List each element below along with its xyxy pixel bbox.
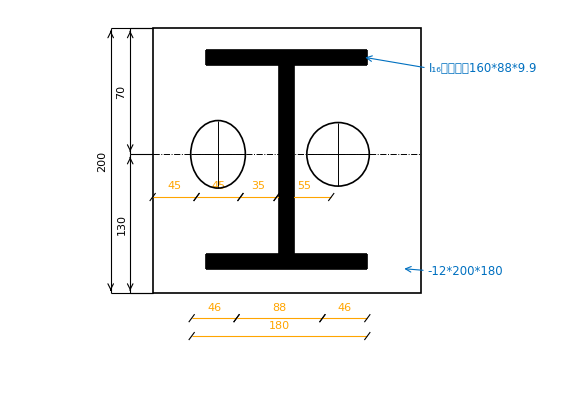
Text: 46: 46 — [338, 302, 352, 312]
Text: 180: 180 — [269, 320, 290, 330]
Text: -12*200*180: -12*200*180 — [428, 264, 504, 277]
Text: 88: 88 — [272, 302, 287, 312]
Text: 200: 200 — [97, 151, 107, 172]
Text: I₁₆工字钓为160*88*9.9: I₁₆工字钓为160*88*9.9 — [429, 62, 537, 75]
Text: 35: 35 — [252, 180, 266, 190]
Bar — [206, 254, 367, 269]
Text: 45: 45 — [212, 180, 226, 190]
Text: 55: 55 — [297, 180, 311, 190]
Text: 130: 130 — [116, 214, 126, 235]
Text: 70: 70 — [116, 85, 126, 99]
Bar — [206, 51, 367, 66]
Text: 45: 45 — [168, 180, 182, 190]
Text: 46: 46 — [207, 302, 221, 312]
Bar — [279, 66, 294, 254]
Bar — [153, 29, 421, 294]
